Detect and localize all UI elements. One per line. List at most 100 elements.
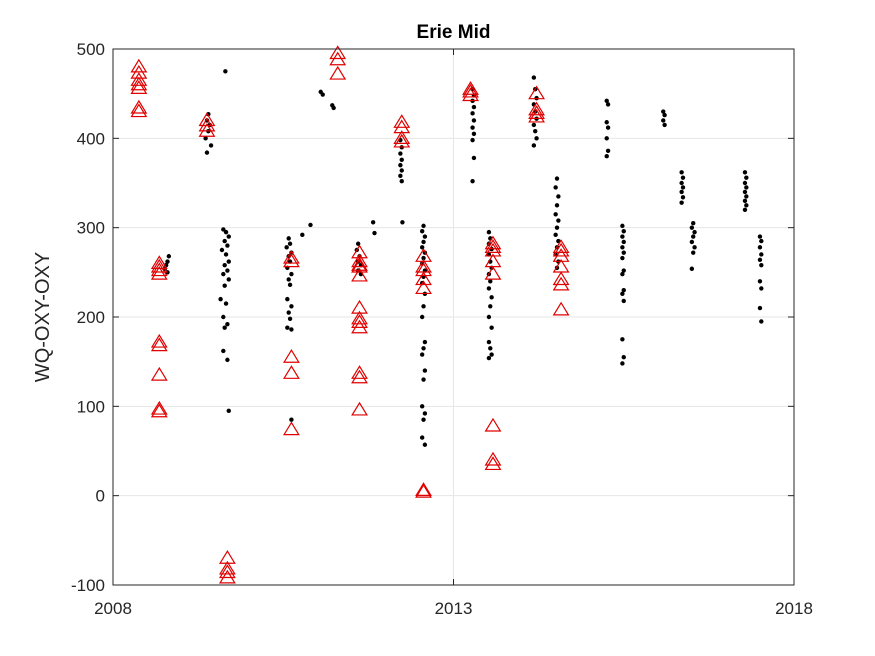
- dot-point: [399, 157, 404, 162]
- dot-point: [422, 339, 428, 345]
- dot-point: [620, 234, 625, 239]
- dot-point: [692, 245, 697, 250]
- y-tick-label: 100: [77, 397, 105, 416]
- triangle-point: [484, 456, 502, 471]
- dot-point: [203, 136, 208, 141]
- y-tick-label: 500: [77, 40, 105, 59]
- dot-point: [289, 327, 294, 332]
- triangle-point: [528, 108, 546, 123]
- triangle-point: [351, 365, 368, 379]
- dot-point: [221, 271, 226, 277]
- triangle-point: [415, 248, 432, 262]
- dot-point: [225, 243, 230, 248]
- dot-point: [398, 173, 403, 179]
- dot-point: [486, 286, 492, 291]
- triangle-point: [198, 123, 216, 137]
- dot-point: [372, 230, 377, 236]
- dot-point: [287, 282, 293, 288]
- dot-point: [679, 170, 684, 175]
- dot-point: [308, 222, 313, 228]
- dot-point: [286, 236, 291, 241]
- dot-point: [419, 435, 425, 440]
- dot-point: [744, 185, 749, 190]
- dot-point: [553, 185, 558, 190]
- triangle-point: [552, 242, 570, 257]
- dot-point: [223, 252, 229, 257]
- dot-point: [222, 283, 227, 288]
- triangle-point: [393, 114, 411, 128]
- dot-point: [300, 232, 305, 238]
- dot-point: [421, 346, 426, 351]
- dot-point: [421, 377, 426, 382]
- dot-point: [287, 241, 293, 246]
- triangle-point: [351, 253, 368, 268]
- dot-point: [400, 220, 405, 225]
- dot-point: [421, 255, 426, 261]
- triangle-point: [484, 265, 502, 280]
- dot-point: [692, 229, 697, 235]
- dot-point: [691, 221, 696, 226]
- dot-point: [742, 180, 748, 186]
- dot-point: [208, 143, 214, 148]
- dot-point: [355, 241, 361, 246]
- triangle-point: [130, 103, 148, 118]
- triangle-point: [415, 271, 432, 286]
- dot-point: [757, 279, 763, 284]
- dot-point: [204, 150, 210, 155]
- dot-point: [421, 223, 426, 229]
- triangle-point: [484, 239, 502, 253]
- dot-point: [620, 361, 625, 366]
- dot-point: [489, 325, 494, 330]
- dot-point: [759, 319, 764, 324]
- x-tick-label: 2018: [775, 599, 813, 618]
- dot-point: [226, 408, 231, 413]
- dot-point: [470, 137, 475, 143]
- triangle-point: [351, 257, 368, 271]
- dot-point: [488, 346, 493, 351]
- dot-point: [759, 252, 764, 257]
- dot-point: [223, 69, 228, 74]
- triangle-point: [130, 99, 148, 114]
- dot-point: [399, 168, 404, 173]
- dot-point: [286, 310, 291, 315]
- dot-point: [218, 296, 223, 302]
- dot-point: [757, 257, 763, 263]
- dot-point: [223, 301, 229, 306]
- dot-point: [286, 277, 291, 282]
- triangle-point: [283, 365, 300, 379]
- dot-point: [757, 245, 763, 250]
- triangle-point: [528, 105, 546, 119]
- dot-point: [679, 180, 684, 186]
- dot-point: [422, 368, 428, 373]
- dot-point: [398, 151, 403, 156]
- triangle-point: [329, 65, 347, 80]
- dot-point: [554, 225, 560, 230]
- dot-point: [621, 250, 626, 255]
- dot-point: [553, 212, 558, 217]
- dot-point: [621, 355, 626, 360]
- dot-point: [289, 417, 294, 422]
- triangle-point: [198, 117, 216, 132]
- triangle-point: [130, 80, 148, 94]
- dot-point: [470, 111, 475, 116]
- dot-point: [225, 357, 230, 363]
- dot-point: [486, 314, 492, 320]
- triangle-point: [462, 87, 479, 102]
- triangle-point: [150, 337, 168, 352]
- data-points: [130, 45, 764, 584]
- triangle-point: [329, 51, 347, 66]
- dot-point: [556, 194, 561, 199]
- triangle-point: [462, 83, 479, 98]
- triangle-point: [415, 280, 432, 295]
- triangle-point: [218, 564, 236, 579]
- dot-point: [604, 154, 609, 159]
- dot-point: [621, 239, 626, 245]
- x-tick-label: 2013: [435, 599, 473, 618]
- dot-point: [489, 352, 494, 357]
- dot-point: [553, 232, 558, 238]
- triangle-point: [552, 271, 570, 286]
- dot-point: [421, 304, 426, 309]
- triangle-series: [130, 45, 570, 584]
- dot-point: [285, 296, 290, 302]
- dot-point: [691, 234, 696, 239]
